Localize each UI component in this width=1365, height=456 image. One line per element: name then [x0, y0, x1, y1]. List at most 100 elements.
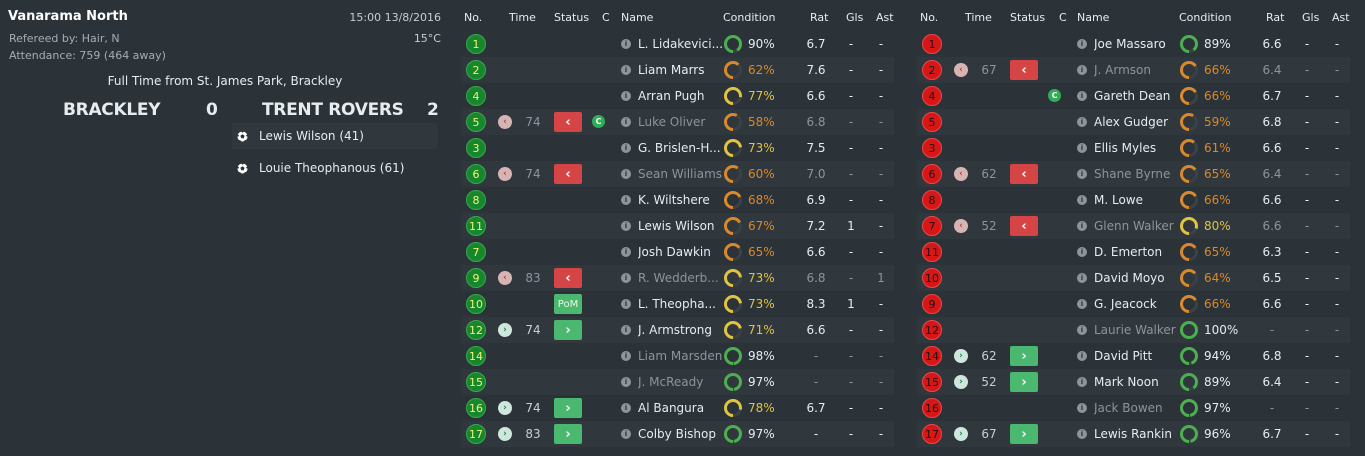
- info-icon[interactable]: i: [1077, 377, 1087, 387]
- col-header-condition[interactable]: Condition: [723, 11, 776, 24]
- shirt-number-badge[interactable]: 2: [466, 60, 486, 80]
- player-name[interactable]: Al Bangura: [638, 401, 705, 415]
- player-name[interactable]: Arran Pugh: [638, 89, 705, 103]
- shirt-number-badge[interactable]: 10: [922, 268, 942, 288]
- player-name[interactable]: Shane Byrne: [1094, 167, 1171, 181]
- info-icon[interactable]: i: [1077, 299, 1087, 309]
- info-icon[interactable]: i: [621, 403, 631, 413]
- info-icon[interactable]: i: [1077, 403, 1087, 413]
- substituted-off-button[interactable]: ‹: [1010, 216, 1038, 236]
- player-name[interactable]: David Moyo: [1094, 271, 1165, 285]
- info-icon[interactable]: i: [621, 429, 631, 439]
- shirt-number-badge[interactable]: 16: [466, 398, 486, 418]
- shirt-number-badge[interactable]: 2: [922, 60, 942, 80]
- player-name[interactable]: L. Lidakevici...: [638, 37, 723, 51]
- col-header-no[interactable]: No.: [464, 11, 483, 24]
- player-name[interactable]: Luke Oliver: [638, 115, 706, 129]
- shirt-number-badge[interactable]: 7: [466, 242, 486, 262]
- competition-title[interactable]: Vanarama North: [8, 9, 128, 24]
- info-icon[interactable]: i: [621, 221, 631, 231]
- info-icon[interactable]: i: [621, 325, 631, 335]
- shirt-number-badge[interactable]: 6: [922, 164, 942, 184]
- player-name[interactable]: J. Armstrong: [638, 323, 712, 337]
- info-icon[interactable]: i: [1077, 195, 1087, 205]
- substituted-off-button[interactable]: ‹: [554, 112, 582, 132]
- substituted-on-button[interactable]: ›: [554, 424, 582, 444]
- player-name[interactable]: Ellis Myles: [1094, 141, 1157, 155]
- player-name[interactable]: J. McReady: [638, 375, 704, 389]
- substituted-off-button[interactable]: ‹: [554, 268, 582, 288]
- table-row[interactable]: 4 i Arran Pugh 77% 6.6 - -: [461, 83, 894, 109]
- col-header-name[interactable]: Name: [621, 11, 654, 24]
- shirt-number-badge[interactable]: 14: [466, 346, 486, 366]
- table-row[interactable]: 3 i Ellis Myles 61% 6.6 - -: [917, 135, 1350, 161]
- info-icon[interactable]: i: [1077, 169, 1087, 179]
- player-name[interactable]: Lewis Wilson: [638, 219, 715, 233]
- goal-event[interactable]: Louie Theophanous (61): [232, 155, 438, 181]
- info-icon[interactable]: i: [621, 65, 631, 75]
- goal-event[interactable]: Lewis Wilson (41): [232, 123, 438, 149]
- table-row[interactable]: 9 ‹ 83 ‹ i R. Wedderb... 73% 6.8 - 1: [461, 265, 894, 291]
- player-name[interactable]: L. Theopha...: [638, 297, 716, 311]
- table-row[interactable]: 17 › 83 › i Colby Bishop 97% - - -: [461, 421, 894, 447]
- table-row[interactable]: 10 i David Moyo 64% 6.5 - -: [917, 265, 1350, 291]
- col-header-assists[interactable]: Ast: [1332, 11, 1350, 24]
- player-name[interactable]: Laurie Walker: [1094, 323, 1176, 337]
- shirt-number-badge[interactable]: 16: [922, 398, 942, 418]
- col-header-goals[interactable]: Gls: [846, 11, 864, 24]
- shirt-number-badge[interactable]: 3: [922, 138, 942, 158]
- col-header-goals[interactable]: Gls: [1302, 11, 1320, 24]
- table-row[interactable]: 12 › 74 › i J. Armstrong 71% 6.6 - -: [461, 317, 894, 343]
- col-header-captain[interactable]: C: [1059, 11, 1067, 24]
- player-name[interactable]: R. Wedderb...: [638, 271, 719, 285]
- shirt-number-badge[interactable]: 3: [466, 138, 486, 158]
- table-row[interactable]: 6 ‹ 74 ‹ i Sean Williams 60% 7.0 - -: [461, 161, 894, 187]
- player-name[interactable]: D. Emerton: [1094, 245, 1163, 259]
- col-header-time[interactable]: Time: [965, 11, 992, 24]
- shirt-number-badge[interactable]: 5: [466, 112, 486, 132]
- table-row[interactable]: 5 i Alex Gudger 59% 6.8 - -: [917, 109, 1350, 135]
- info-icon[interactable]: i: [621, 143, 631, 153]
- col-header-assists[interactable]: Ast: [876, 11, 894, 24]
- col-header-rating[interactable]: Rat: [1266, 11, 1285, 24]
- shirt-number-badge[interactable]: 14: [922, 346, 942, 366]
- shirt-number-badge[interactable]: 4: [922, 86, 942, 106]
- goal-scorer[interactable]: Louie Theophanous (61): [259, 161, 405, 175]
- player-name[interactable]: G. Jeacock: [1094, 297, 1157, 311]
- table-row[interactable]: 16 › 74 › i Al Bangura 78% 6.7 - -: [461, 395, 894, 421]
- info-icon[interactable]: i: [621, 299, 631, 309]
- shirt-number-badge[interactable]: 15: [466, 372, 486, 392]
- info-icon[interactable]: i: [1077, 273, 1087, 283]
- table-row[interactable]: 2 ‹ 67 ‹ i J. Armson 66% 6.4 - -: [917, 57, 1350, 83]
- col-header-status[interactable]: Status: [1010, 11, 1046, 24]
- shirt-number-badge[interactable]: 12: [922, 320, 942, 340]
- substituted-on-button[interactable]: ›: [554, 398, 582, 418]
- player-name[interactable]: M. Lowe: [1094, 193, 1143, 207]
- away-team-name[interactable]: TRENT ROVERS: [262, 100, 404, 120]
- shirt-number-badge[interactable]: 5: [922, 112, 942, 132]
- table-row[interactable]: 8 i M. Lowe 66% 6.6 - -: [917, 187, 1350, 213]
- table-row[interactable]: 14 i Liam Marsden 98% - - -: [461, 343, 894, 369]
- info-icon[interactable]: i: [621, 377, 631, 387]
- col-header-rating[interactable]: Rat: [810, 11, 829, 24]
- info-icon[interactable]: i: [621, 169, 631, 179]
- info-icon[interactable]: i: [1077, 39, 1087, 49]
- info-icon[interactable]: i: [1077, 325, 1087, 335]
- substituted-off-button[interactable]: ‹: [1010, 60, 1038, 80]
- substituted-off-button[interactable]: ‹: [1010, 164, 1038, 184]
- info-icon[interactable]: i: [621, 247, 631, 257]
- info-icon[interactable]: i: [1077, 429, 1087, 439]
- shirt-number-badge[interactable]: 11: [922, 242, 942, 262]
- table-row[interactable]: 1 i Joe Massaro 89% 6.6 - -: [917, 31, 1350, 57]
- player-name[interactable]: J. Armson: [1094, 63, 1151, 77]
- player-name[interactable]: Sean Williams: [638, 167, 723, 181]
- col-header-no[interactable]: No.: [920, 11, 939, 24]
- substituted-on-button[interactable]: ›: [554, 320, 582, 340]
- shirt-number-badge[interactable]: 9: [466, 268, 486, 288]
- info-icon[interactable]: i: [1077, 143, 1087, 153]
- table-row[interactable]: 9 i G. Jeacock 66% 6.6 - -: [917, 291, 1350, 317]
- player-name[interactable]: Gareth Dean: [1094, 89, 1171, 103]
- shirt-number-badge[interactable]: 8: [466, 190, 486, 210]
